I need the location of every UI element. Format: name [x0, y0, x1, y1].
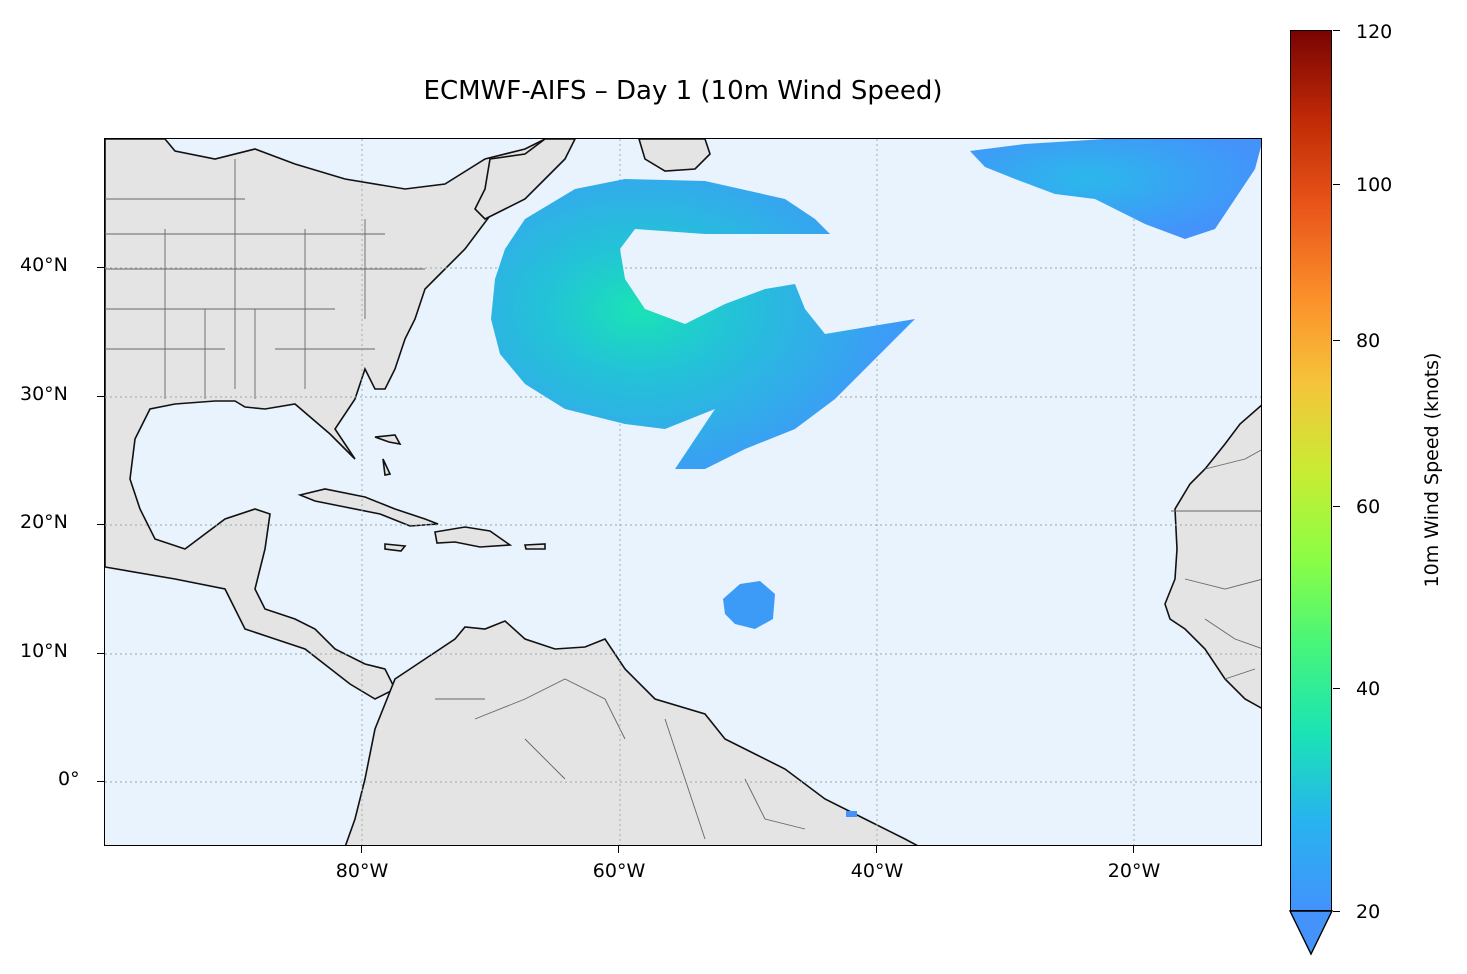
y-tick-label: 0°: [58, 768, 80, 790]
x-tickmark-80w: [361, 846, 363, 853]
land-hispaniola: [434, 526, 513, 548]
y-tickmark-40n: [97, 267, 104, 269]
land-bahamas: [374, 434, 402, 476]
colorbar-tick-label: 20: [1356, 901, 1381, 923]
wind-feature-tropical-disturbance: [723, 581, 775, 629]
land-newfoundland: [474, 139, 576, 220]
x-tick-label: 40°W: [850, 860, 904, 882]
x-tick-label: 20°W: [1107, 860, 1161, 882]
colorbar-tick-label: 40: [1356, 678, 1381, 700]
land-cuba: [297, 488, 439, 527]
y-tickmark-20n: [97, 524, 104, 526]
colorbar-extend-arrow: [1289, 910, 1333, 956]
chart-title: ECMWF-AIFS – Day 1 (10m Wind Speed): [423, 76, 943, 106]
state-borders: [105, 159, 1261, 840]
y-tick-label: 10°N: [20, 640, 68, 662]
colorbar-tick-label: 120: [1356, 21, 1393, 43]
land-puerto-rico: [523, 543, 546, 550]
land-africa: [1164, 404, 1261, 709]
wind-feature-western-atlantic-storm: [491, 179, 915, 469]
land-north-america: [105, 139, 546, 700]
wind-feature-small-cell: [846, 811, 857, 817]
colorbar-tick-label: 80: [1356, 330, 1381, 352]
colorbar-tick-label: 60: [1356, 496, 1381, 518]
colorbar-tick-label: 100: [1356, 174, 1393, 196]
land-jamaica: [384, 543, 407, 552]
colorbar-tickmark-120: [1333, 30, 1340, 32]
y-tickmark-30n: [97, 396, 104, 398]
y-tickmark-0: [97, 781, 104, 783]
x-tick-label: 60°W: [592, 860, 646, 882]
y-tickmark-10n: [97, 653, 104, 655]
colorbar-tickmark-80: [1333, 340, 1340, 342]
y-tick-label: 20°N: [20, 511, 68, 533]
x-tickmark-60w: [618, 846, 620, 853]
land-newfoundland-island: [638, 139, 711, 172]
map-panel[interactable]: [104, 138, 1262, 846]
x-tickmark-20w: [1133, 846, 1135, 853]
colorbar-tickmark-20: [1333, 911, 1340, 913]
y-tick-label: 40°N: [20, 254, 68, 276]
gridlines: [105, 139, 1261, 845]
land-south-america: [344, 620, 918, 845]
x-tick-label: 80°W: [335, 860, 389, 882]
y-tick-label: 30°N: [20, 383, 68, 405]
map-svg: [105, 139, 1261, 845]
colorbar: [1290, 30, 1332, 911]
colorbar-tickmark-60: [1333, 506, 1340, 508]
wind-feature-northeast-atlantic-jet: [970, 139, 1261, 239]
x-tickmark-40w: [876, 846, 878, 853]
colorbar-tickmark-40: [1333, 688, 1340, 690]
colorbar-title: 10m Wind Speed (knots): [1421, 352, 1443, 588]
colorbar-tickmark-100: [1333, 184, 1340, 186]
